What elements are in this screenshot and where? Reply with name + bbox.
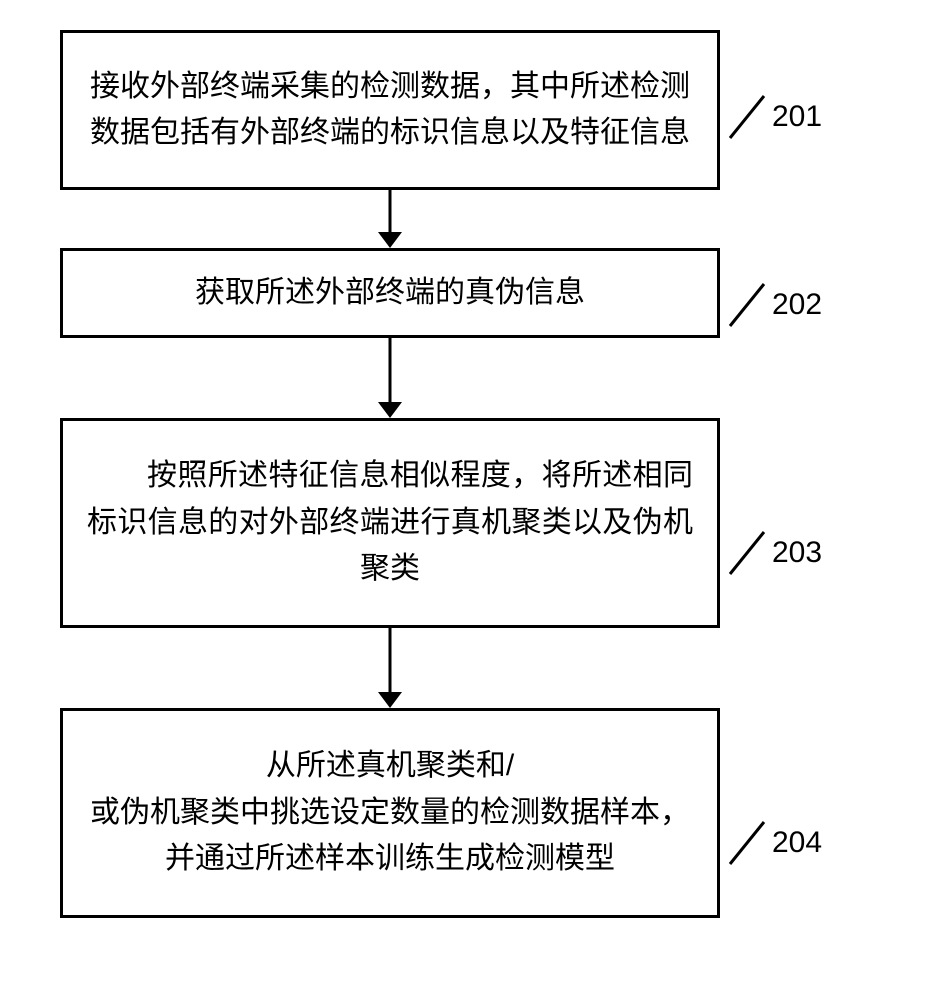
step-label-204: 204 <box>728 820 822 866</box>
arrow-after-202 <box>60 338 720 418</box>
step-number: 204 <box>772 826 822 860</box>
flowchart-step-201: 接收外部终端采集的检测数据，其中所述检测数据包括有外部终端的标识信息以及特征信息 <box>60 30 720 190</box>
step-number: 203 <box>772 536 822 570</box>
step-text: 按照所述特征信息相似程度，将所述相同标识信息的对外部终端进行真机聚类以及伪机聚类 <box>87 453 693 593</box>
step-text: 接收外部终端采集的检测数据，其中所述检测数据包括有外部终端的标识信息以及特征信息 <box>87 64 693 157</box>
flowchart-step-204: 从所述真机聚类和/或伪机聚类中挑选设定数量的检测数据样本，并通过所述样本训练生成… <box>60 708 720 918</box>
arrow-after-203 <box>60 628 720 708</box>
step-label-201: 201 <box>728 94 822 140</box>
step-number: 202 <box>772 288 822 322</box>
arrow-after-201 <box>60 190 720 248</box>
step-label-202: 202 <box>728 282 822 328</box>
flowchart-step-202: 获取所述外部终端的真伪信息 <box>60 248 720 338</box>
step-text: 获取所述外部终端的真伪信息 <box>87 270 693 317</box>
step-number: 201 <box>772 100 822 134</box>
step-label-203: 203 <box>728 530 822 576</box>
step-text: 从所述真机聚类和/或伪机聚类中挑选设定数量的检测数据样本，并通过所述样本训练生成… <box>87 743 693 883</box>
flowchart-container: 接收外部终端采集的检测数据，其中所述检测数据包括有外部终端的标识信息以及特征信息… <box>60 30 880 918</box>
flowchart-step-203: 按照所述特征信息相似程度，将所述相同标识信息的对外部终端进行真机聚类以及伪机聚类 <box>60 418 720 628</box>
